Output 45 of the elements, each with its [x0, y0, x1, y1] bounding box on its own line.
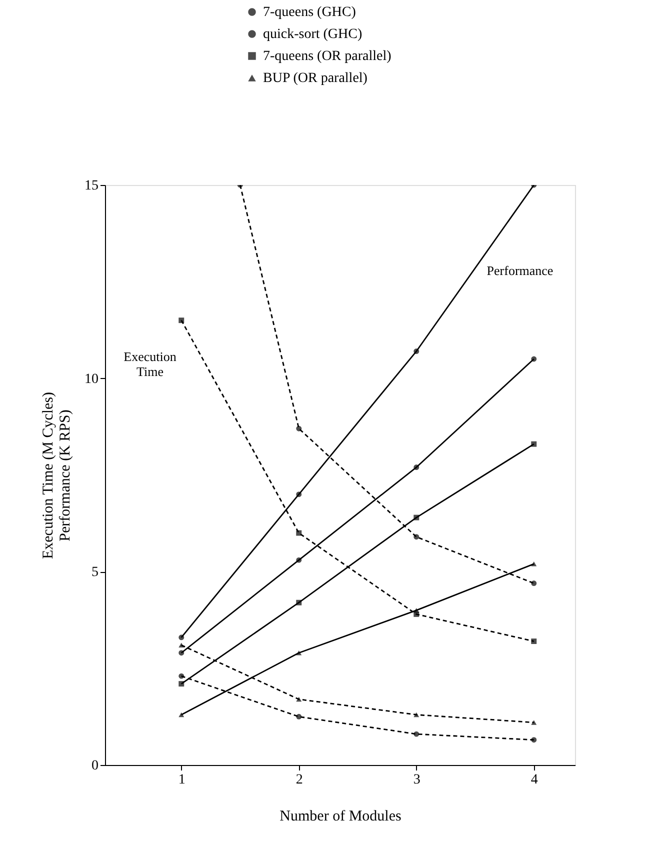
- point: [414, 712, 420, 718]
- point: [178, 673, 184, 679]
- point: [178, 712, 184, 718]
- point: [178, 318, 184, 324]
- point: [178, 650, 184, 656]
- y-tick-label: 0: [92, 758, 98, 774]
- y-tick-label: 15: [84, 178, 98, 194]
- legend-label: 7-queens (GHC): [263, 5, 356, 20]
- point: [414, 514, 420, 520]
- point: [531, 580, 537, 586]
- x-tick-label: 2: [296, 772, 303, 788]
- point: [414, 348, 420, 354]
- y-axis-title: Execution Time (M Cycles) Performance (K RPS): [40, 392, 74, 560]
- point: [531, 562, 537, 566]
- point: [414, 731, 420, 737]
- point: [531, 441, 537, 447]
- point: [531, 356, 537, 362]
- legend-label: BUP (OR parallel): [263, 71, 368, 86]
- y-tick-label: 10: [84, 372, 98, 387]
- x-tick-label: 4: [530, 772, 538, 788]
- legend-label: 7-queens (OR parallel): [263, 49, 392, 64]
- point: [531, 720, 537, 725]
- point: [414, 464, 420, 470]
- point: [296, 530, 302, 536]
- point: [296, 650, 302, 656]
- point: [414, 534, 420, 540]
- point: [178, 681, 184, 687]
- legend-label: quick-sort (GHC): [263, 27, 362, 42]
- y-tick-label: 5: [92, 565, 98, 580]
- point: [178, 634, 184, 640]
- point: [531, 638, 537, 644]
- point: [531, 737, 537, 743]
- x-axis-title: Number of Modules: [280, 808, 402, 824]
- point: [296, 696, 302, 702]
- annotation: Execution Time: [124, 349, 177, 379]
- point: [178, 642, 184, 648]
- point: [296, 714, 302, 720]
- annotation: Performance: [486, 263, 554, 278]
- point: [296, 557, 302, 563]
- point: [296, 600, 302, 606]
- point: [414, 608, 420, 613]
- x-tick-label: 1: [178, 772, 186, 788]
- point: [296, 492, 302, 498]
- point: [296, 426, 302, 432]
- x-tick-label: 3: [413, 772, 420, 788]
